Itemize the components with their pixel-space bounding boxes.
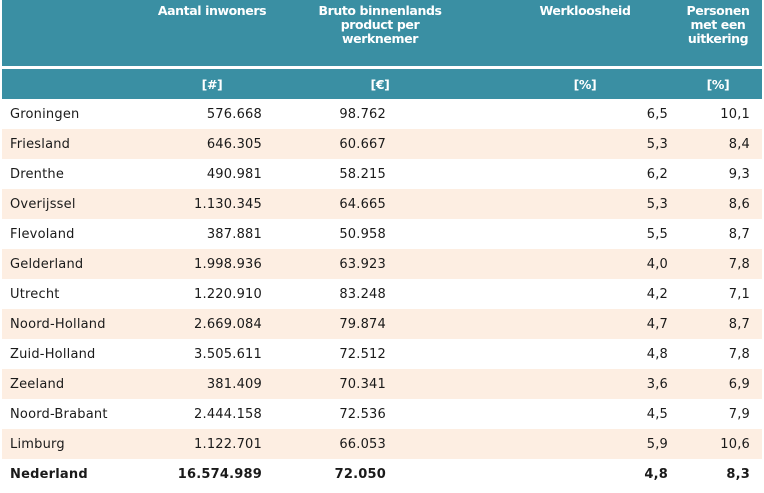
cell-gdp: 83.248 bbox=[284, 279, 476, 309]
cell-region: Noord-Brabant bbox=[2, 399, 140, 429]
cell-benefits: 7,8 bbox=[674, 249, 762, 279]
cell-gdp: 58.215 bbox=[284, 159, 476, 189]
header-row: Aantal inwoners Bruto binnenlands produc… bbox=[2, 0, 762, 66]
table-row: Noord-Brabant 2.444.158 72.536 4,5 7,9 bbox=[2, 399, 762, 429]
cell-inhabitants: 576.668 bbox=[140, 99, 284, 129]
table-row: Zeeland 381.409 70.341 3,6 6,9 bbox=[2, 369, 762, 399]
cell-region: Drenthe bbox=[2, 159, 140, 189]
cell-benefits: 8,4 bbox=[674, 129, 762, 159]
total-cell-benefits: 8,3 bbox=[674, 459, 762, 489]
cell-gdp: 72.536 bbox=[284, 399, 476, 429]
cell-unemployment: 5,3 bbox=[476, 129, 674, 159]
cell-benefits: 8,7 bbox=[674, 219, 762, 249]
cell-inhabitants: 381.409 bbox=[140, 369, 284, 399]
cell-inhabitants: 490.981 bbox=[140, 159, 284, 189]
cell-region: Friesland bbox=[2, 129, 140, 159]
cell-gdp: 72.512 bbox=[284, 339, 476, 369]
cell-gdp: 66.053 bbox=[284, 429, 476, 459]
cell-unemployment: 6,2 bbox=[476, 159, 674, 189]
table-row: Drenthe 490.981 58.215 6,2 9,3 bbox=[2, 159, 762, 189]
total-cell-region: Nederland bbox=[2, 459, 140, 489]
cell-benefits: 9,3 bbox=[674, 159, 762, 189]
cell-inhabitants: 1.998.936 bbox=[140, 249, 284, 279]
cell-inhabitants: 3.505.611 bbox=[140, 339, 284, 369]
cell-unemployment: 4,5 bbox=[476, 399, 674, 429]
table-row: Zuid-Holland 3.505.611 72.512 4,8 7,8 bbox=[2, 339, 762, 369]
cell-unemployment: 6,5 bbox=[476, 99, 674, 129]
table-row: Utrecht 1.220.910 83.248 4,2 7,1 bbox=[2, 279, 762, 309]
cell-inhabitants: 2.444.158 bbox=[140, 399, 284, 429]
cell-unemployment: 5,9 bbox=[476, 429, 674, 459]
unit-inhabitants: [#] bbox=[140, 69, 284, 99]
cell-unemployment: 4,0 bbox=[476, 249, 674, 279]
cell-region: Noord-Holland bbox=[2, 309, 140, 339]
cell-benefits: 10,6 bbox=[674, 429, 762, 459]
unit-gdp: [€] bbox=[284, 69, 476, 99]
table-row: Noord-Holland 2.669.084 79.874 4,7 8,7 bbox=[2, 309, 762, 339]
cell-unemployment: 3,6 bbox=[476, 369, 674, 399]
table-row: Limburg 1.122.701 66.053 5,9 10,6 bbox=[2, 429, 762, 459]
cell-benefits: 8,6 bbox=[674, 189, 762, 219]
cell-region: Groningen bbox=[2, 99, 140, 129]
cell-benefits: 7,8 bbox=[674, 339, 762, 369]
cell-gdp: 70.341 bbox=[284, 369, 476, 399]
cell-region: Gelderland bbox=[2, 249, 140, 279]
units-row: [#] [€] [%] [%] bbox=[2, 69, 762, 99]
table-row: Gelderland 1.998.936 63.923 4,0 7,8 bbox=[2, 249, 762, 279]
total-cell-inhabitants: 16.574.989 bbox=[140, 459, 284, 489]
cell-unemployment: 5,5 bbox=[476, 219, 674, 249]
cell-region: Flevoland bbox=[2, 219, 140, 249]
cell-inhabitants: 1.130.345 bbox=[140, 189, 284, 219]
cell-gdp: 79.874 bbox=[284, 309, 476, 339]
cell-benefits: 6,9 bbox=[674, 369, 762, 399]
cell-region: Overijssel bbox=[2, 189, 140, 219]
cell-unemployment: 4,2 bbox=[476, 279, 674, 309]
cell-region: Limburg bbox=[2, 429, 140, 459]
cell-benefits: 7,9 bbox=[674, 399, 762, 429]
header-inhabitants: Aantal inwoners bbox=[140, 0, 284, 66]
cell-gdp: 63.923 bbox=[284, 249, 476, 279]
table-row: Flevoland 387.881 50.958 5,5 8,7 bbox=[2, 219, 762, 249]
cell-inhabitants: 1.220.910 bbox=[140, 279, 284, 309]
cell-inhabitants: 387.881 bbox=[140, 219, 284, 249]
cell-unemployment: 5,3 bbox=[476, 189, 674, 219]
table-row: Overijssel 1.130.345 64.665 5,3 8,6 bbox=[2, 189, 762, 219]
table-row: Groningen 576.668 98.762 6,5 10,1 bbox=[2, 99, 762, 129]
table-body: Groningen 576.668 98.762 6,5 10,1 Friesland 64… bbox=[2, 99, 762, 489]
cell-gdp: 60.667 bbox=[284, 129, 476, 159]
header-gdp: Bruto binnenlands product per werknemer bbox=[284, 0, 476, 66]
unit-region bbox=[2, 69, 140, 99]
cell-inhabitants: 2.669.084 bbox=[140, 309, 284, 339]
cell-benefits: 7,1 bbox=[674, 279, 762, 309]
cell-inhabitants: 1.122.701 bbox=[140, 429, 284, 459]
cell-gdp: 50.958 bbox=[284, 219, 476, 249]
header-region bbox=[2, 0, 140, 66]
cell-benefits: 10,1 bbox=[674, 99, 762, 129]
total-cell-unemployment: 4,8 bbox=[476, 459, 674, 489]
cell-unemployment: 4,7 bbox=[476, 309, 674, 339]
cell-gdp: 98.762 bbox=[284, 99, 476, 129]
cell-unemployment: 4,8 bbox=[476, 339, 674, 369]
total-cell-gdp: 72.050 bbox=[284, 459, 476, 489]
cell-benefits: 8,7 bbox=[674, 309, 762, 339]
table-row: Friesland 646.305 60.667 5,3 8,4 bbox=[2, 129, 762, 159]
total-row: Nederland 16.574.989 72.050 4,8 8,3 bbox=[2, 459, 762, 489]
cell-gdp: 64.665 bbox=[284, 189, 476, 219]
cell-inhabitants: 646.305 bbox=[140, 129, 284, 159]
unit-benefits: [%] bbox=[674, 69, 762, 99]
cell-region: Utrecht bbox=[2, 279, 140, 309]
header-unemployment: Werkloosheid bbox=[476, 0, 674, 66]
cell-region: Zuid-Holland bbox=[2, 339, 140, 369]
unit-unemployment: [%] bbox=[476, 69, 674, 99]
cell-region: Zeeland bbox=[2, 369, 140, 399]
header-benefits: Personen met een uitkering bbox=[674, 0, 762, 66]
